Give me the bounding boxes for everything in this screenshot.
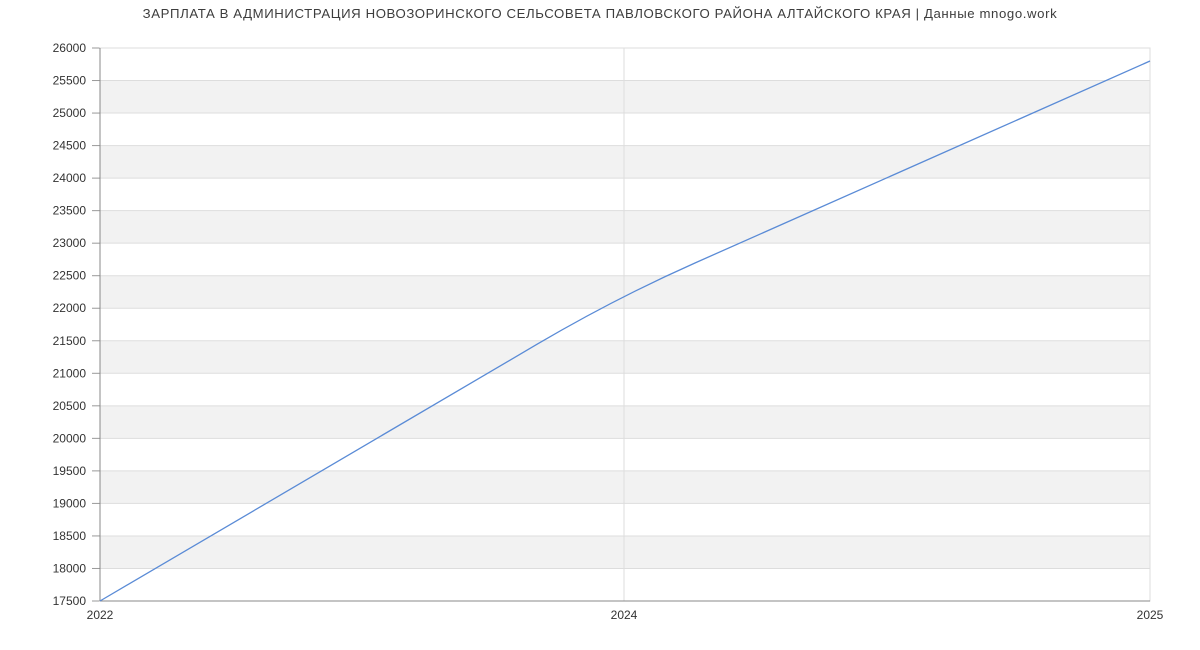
svg-text:17500: 17500: [53, 594, 87, 608]
svg-text:19000: 19000: [53, 496, 87, 510]
svg-text:2025: 2025: [1137, 608, 1164, 622]
svg-text:18000: 18000: [53, 561, 87, 575]
svg-text:23500: 23500: [53, 204, 87, 218]
svg-text:20000: 20000: [53, 431, 87, 445]
svg-text:26000: 26000: [53, 41, 87, 55]
svg-text:22500: 22500: [53, 269, 87, 283]
svg-text:25500: 25500: [53, 74, 87, 88]
svg-text:23000: 23000: [53, 236, 87, 250]
svg-text:19500: 19500: [53, 464, 87, 478]
svg-text:22000: 22000: [53, 301, 87, 315]
svg-text:21000: 21000: [53, 366, 87, 380]
svg-text:25000: 25000: [53, 106, 87, 120]
svg-text:24500: 24500: [53, 139, 87, 153]
svg-text:21500: 21500: [53, 334, 87, 348]
svg-text:2024: 2024: [611, 608, 638, 622]
svg-text:2022: 2022: [87, 608, 114, 622]
svg-text:18500: 18500: [53, 529, 87, 543]
svg-text:20500: 20500: [53, 399, 87, 413]
svg-text:24000: 24000: [53, 171, 87, 185]
